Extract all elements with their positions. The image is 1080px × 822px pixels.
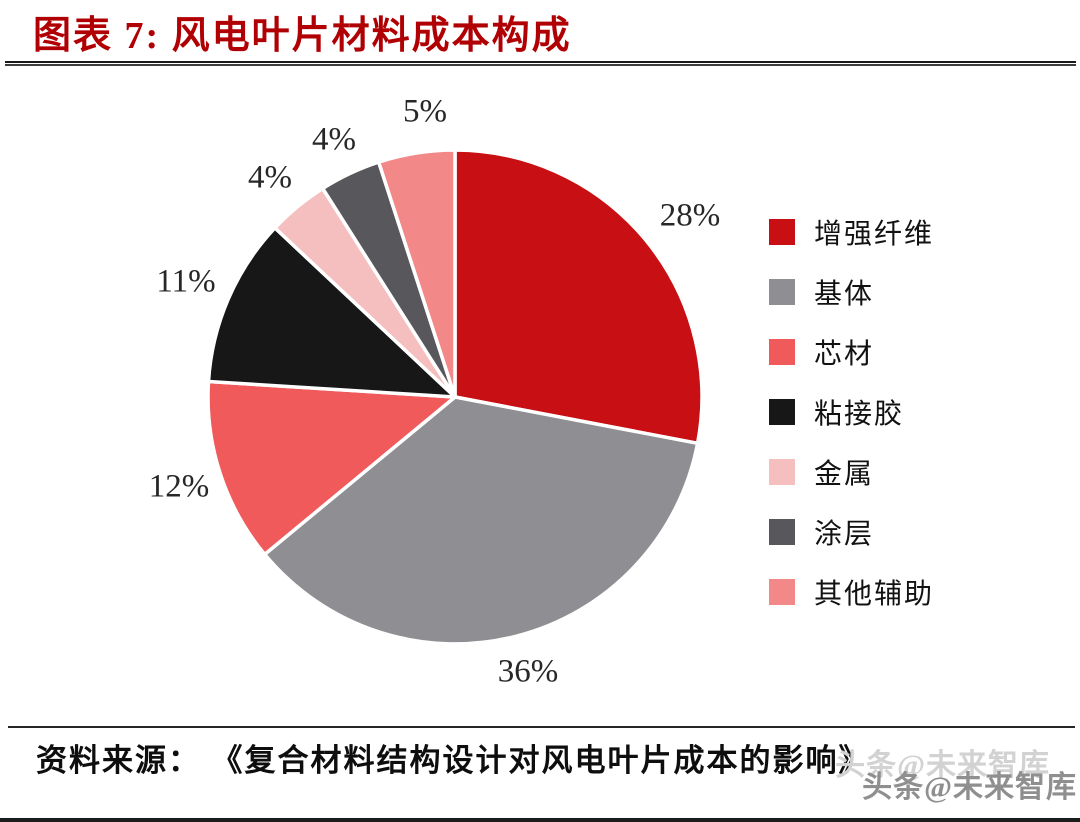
legend-label: 芯材	[814, 339, 875, 370]
pie-slice-1	[453, 148, 704, 446]
pie-slice-2	[262, 395, 700, 646]
pie-value-label-2: 36%	[497, 653, 559, 690]
legend-label: 金属	[814, 459, 875, 490]
legend-swatch-icon	[769, 579, 795, 605]
legend-swatch-icon	[769, 519, 795, 545]
legend: 增强纤维基体芯材粘接胶金属涂层其他辅助	[769, 212, 934, 612]
legend-item-5: 金属	[769, 452, 934, 492]
legend-item-2: 基体	[769, 272, 934, 312]
legend-swatch-icon	[769, 339, 795, 365]
figure-title: 图表 7: 风电叶片材料成本构成	[33, 15, 572, 57]
pie-value-label-6: 4%	[312, 121, 356, 158]
pie-value-label-1: 28%	[659, 197, 721, 234]
legend-label: 涂层	[814, 519, 875, 550]
watermark-ghost: 头条@未来智库	[835, 749, 1050, 782]
pie-svg	[206, 148, 704, 646]
pie-chart: 28% 36% 12% 11% 4% 4% 5% 增强纤维基体芯材粘接胶金属涂层其他辅助	[0, 66, 1080, 722]
footer-divider	[8, 726, 1075, 728]
legend-swatch-icon	[769, 399, 795, 425]
legend-item-6: 涂层	[769, 512, 934, 552]
bottom-border	[0, 818, 1080, 822]
pie-value-label-3: 12%	[148, 468, 210, 505]
legend-swatch-icon	[769, 459, 795, 485]
pie-value-label-7: 5%	[403, 93, 447, 130]
watermark: 头条@未来智库	[862, 771, 1077, 804]
legend-item-3: 芯材	[769, 332, 934, 372]
legend-swatch-icon	[769, 219, 795, 245]
legend-item-4: 粘接胶	[769, 392, 934, 432]
source-line: 资料来源： 《复合材料结构设计对风电叶片成本的影响》	[36, 735, 872, 780]
pie-value-label-4: 11%	[156, 263, 216, 300]
legend-label: 粘接胶	[814, 399, 905, 430]
legend-item-7: 其他辅助	[769, 572, 934, 612]
legend-label: 基体	[814, 279, 875, 310]
title-divider	[5, 61, 1076, 66]
pie-slice-3	[206, 379, 457, 557]
legend-label: 增强纤维	[814, 219, 935, 250]
pie-value-label-5: 4%	[248, 159, 292, 196]
legend-label: 其他辅助	[814, 579, 935, 610]
legend-swatch-icon	[769, 279, 795, 305]
pie-slice-7	[376, 148, 457, 399]
legend-item-1: 增强纤维	[769, 212, 934, 252]
source-label: 资料来源：	[36, 743, 201, 778]
pie-slice-4	[206, 226, 457, 399]
source-text: 《复合材料结构设计对风电叶片成本的影响》	[227, 743, 872, 778]
